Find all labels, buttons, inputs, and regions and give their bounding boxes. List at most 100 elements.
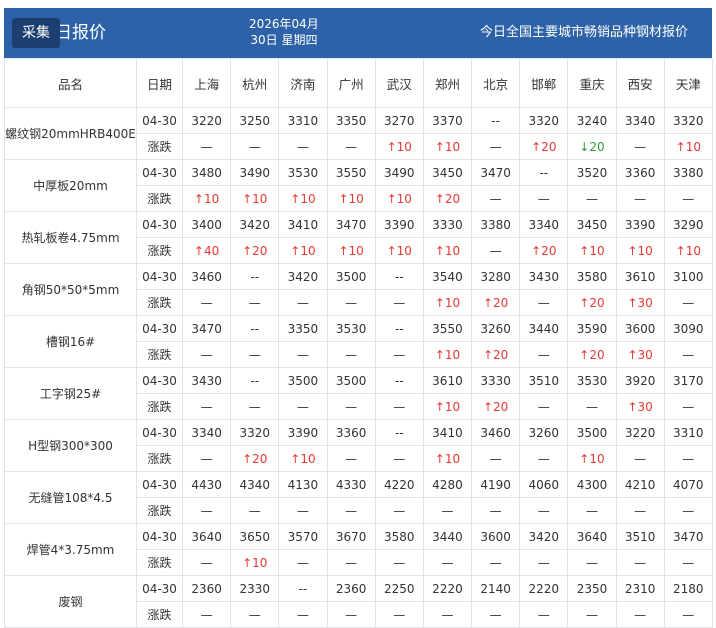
price: --: [374, 263, 424, 290]
change: —: [471, 445, 521, 472]
change: ↑20: [519, 133, 569, 160]
price: 3550: [422, 315, 473, 342]
header-bar: 采集 今日报价 2026年04月 30日 星期四 今日全国主要城市畅销品种钢材报价: [4, 8, 712, 58]
change: ↑30: [615, 341, 665, 368]
change: ↑10: [181, 185, 232, 212]
price: --: [471, 107, 521, 134]
price: 3260: [519, 419, 569, 446]
change: —: [230, 341, 280, 368]
change: —: [326, 497, 376, 524]
change: —: [374, 393, 424, 420]
price-row: 中厚板20mm 04-30 3480 3490 3530 3550 3490 3450 3470…: [4, 159, 713, 212]
price: 3250: [230, 107, 280, 134]
change: —: [519, 549, 569, 576]
price: 3650: [230, 523, 280, 550]
price: 2310: [615, 575, 665, 602]
change: ↑10: [422, 445, 473, 472]
price: 3420: [278, 263, 328, 290]
product-name: 无缝管108*4.5: [4, 471, 137, 524]
price: 3360: [326, 419, 376, 446]
price: 3380: [663, 159, 713, 186]
price: 2220: [519, 575, 569, 602]
change: —: [278, 393, 328, 420]
price: 3590: [567, 315, 617, 342]
change: —: [326, 601, 376, 628]
price: 3490: [374, 159, 424, 186]
change: ↑20: [230, 445, 280, 472]
change: ↑10: [374, 133, 424, 160]
price: 3500: [326, 367, 376, 394]
price: 3330: [471, 367, 521, 394]
product-name: 废钢: [4, 575, 137, 628]
change: —: [519, 185, 569, 212]
price-row: 角钢50*50*5mm 04-30 3460 -- 3420 3500 -- 3540 3280…: [4, 263, 713, 316]
price: --: [230, 315, 280, 342]
change-row: 涨跌 — — — — — — — — — — —: [5, 497, 713, 524]
change: ↑10: [374, 185, 424, 212]
date: 04-30: [136, 419, 183, 446]
column-header: 西安: [615, 58, 665, 108]
price: 3320: [230, 419, 280, 446]
price-row: 废钢 04-30 2360 2330 -- 2360 2250 2220 2140 2220 235…: [4, 575, 713, 628]
change: —: [663, 549, 713, 576]
change: —: [519, 497, 569, 524]
product-name: 热轧板卷4.75mm: [4, 211, 137, 264]
price: 3310: [663, 419, 713, 446]
price: --: [278, 575, 328, 602]
change: —: [230, 601, 280, 628]
price: 3610: [615, 263, 665, 290]
price: 3530: [567, 367, 617, 394]
price: 3090: [663, 315, 713, 342]
change: —: [519, 445, 569, 472]
change: —: [615, 549, 665, 576]
price: --: [374, 419, 424, 446]
change: —: [278, 497, 328, 524]
change: —: [230, 133, 280, 160]
price: 3410: [422, 419, 473, 446]
price: 4330: [326, 471, 376, 498]
price: 4130: [278, 471, 328, 498]
change: —: [663, 601, 713, 628]
price-row: 无缝管108*4.5 04-30 4430 4340 4130 4330 4220 4280 4…: [4, 471, 713, 524]
change-label: 涨跌: [136, 185, 183, 212]
price: 3420: [230, 211, 280, 238]
change: —: [326, 289, 376, 316]
change: ↑10: [663, 237, 713, 264]
change-row: 涨跌 — — — — — ↑10 ↑20— ↑20 ↑30—: [5, 341, 713, 368]
change: —: [519, 341, 569, 368]
price: 3510: [519, 367, 569, 394]
change: —: [181, 549, 232, 576]
change: —: [663, 341, 713, 368]
change-row: 涨跌 — ↑20 ↑10— — ↑10— — ↑10— —: [5, 445, 713, 472]
price: 3520: [567, 159, 617, 186]
price: 2360: [181, 575, 232, 602]
change: —: [374, 497, 424, 524]
change: —: [326, 393, 376, 420]
change: ↑10: [422, 237, 473, 264]
change: —: [615, 601, 665, 628]
change-row: 涨跌 — — — — ↑10 ↑10— ↑20 ↓20— ↑10: [5, 133, 713, 160]
price: --: [230, 263, 280, 290]
collect-button[interactable]: 采集: [12, 18, 60, 48]
price: 3670: [326, 523, 376, 550]
column-header: 邯郸: [519, 58, 569, 108]
change: ↑10: [615, 237, 665, 264]
price: 3410: [278, 211, 328, 238]
column-header: 日期: [136, 58, 183, 108]
change: —: [663, 393, 713, 420]
change: —: [181, 497, 232, 524]
price: --: [519, 159, 569, 186]
change-row: 涨跌 — — — — — — — — — — —: [5, 601, 713, 628]
change: ↑30: [615, 289, 665, 316]
price-row: 螺纹钢20mmHRB400E 04-30 3220 3250 3310 3350 3270 3…: [4, 107, 713, 160]
change-row: 涨跌 — ↑10— — — — — — — — —: [5, 549, 713, 576]
price: 3380: [471, 211, 521, 238]
change: ↑30: [615, 393, 665, 420]
price: 3370: [422, 107, 473, 134]
price: 3350: [326, 107, 376, 134]
price: 3440: [519, 315, 569, 342]
change: —: [181, 289, 232, 316]
price: 3290: [663, 211, 713, 238]
change: —: [278, 341, 328, 368]
change: —: [422, 549, 473, 576]
